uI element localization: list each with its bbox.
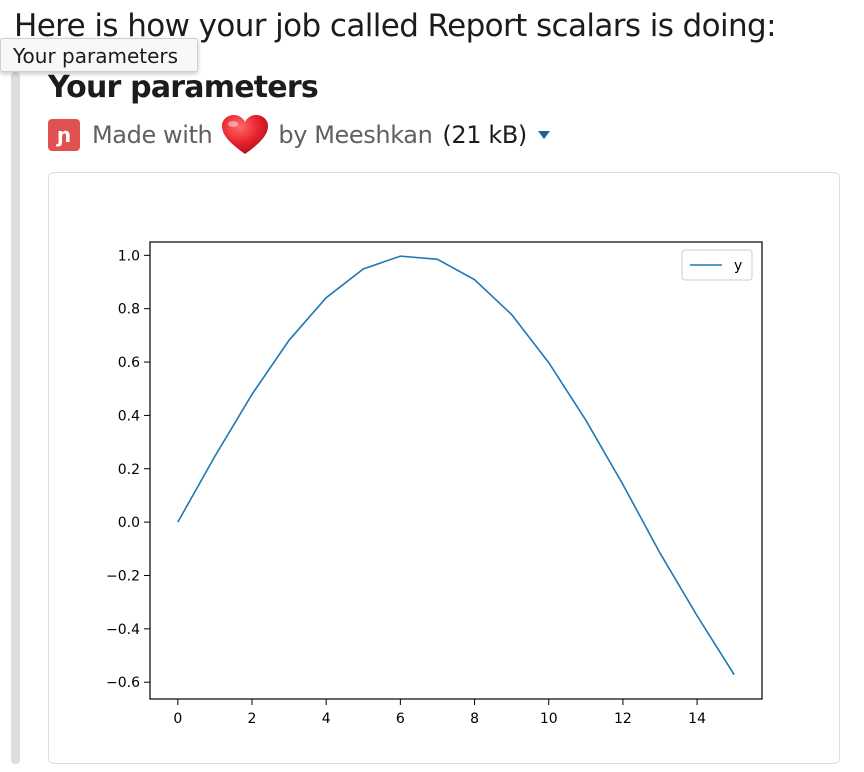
app-logo-icon[interactable]: ɲ xyxy=(48,119,80,151)
legend-label: y xyxy=(734,258,742,274)
y-tick-label: −0.4 xyxy=(106,622,140,638)
series-line xyxy=(177,255,735,676)
tooltip: Your parameters xyxy=(0,38,198,72)
by-label[interactable]: by Meeshkan xyxy=(278,121,433,149)
x-tick-label: 4 xyxy=(322,711,331,727)
y-tick-label: −0.6 xyxy=(106,675,140,691)
plot-frame xyxy=(149,241,763,700)
file-size: (21 kB) xyxy=(442,121,527,149)
x-tick-label: 10 xyxy=(540,711,558,727)
made-with-label: Made with xyxy=(92,121,213,149)
line-chart: −0.6 −0.4 −0.2 0.0 0.2 0.4 0.6 0.8 1.0 0 2 4 6 8 10 12 1… xyxy=(106,241,763,727)
caret-down-icon[interactable] xyxy=(537,130,551,140)
y-tick-label: 0.8 xyxy=(118,302,140,318)
x-tick-label: 0 xyxy=(173,711,182,727)
y-tick-label: 0.2 xyxy=(118,462,140,478)
y-tick-label: 0.0 xyxy=(118,515,140,531)
heart-icon xyxy=(222,115,269,154)
y-tick-label: 1.0 xyxy=(118,248,140,264)
chart-image-frame[interactable]: −0.6 −0.4 −0.2 0.0 0.2 0.4 0.6 0.8 1.0 0 2 4 6 8 10 12 1… xyxy=(48,172,840,764)
attachment-title[interactable]: Your parameters xyxy=(48,70,319,105)
y-tick-label: 0.4 xyxy=(118,408,140,424)
x-tick-label: 12 xyxy=(614,711,632,727)
x-tick-label: 2 xyxy=(248,711,257,727)
attachment-bar xyxy=(11,72,20,764)
x-tick-label: 8 xyxy=(470,711,479,727)
y-tick-label: −0.2 xyxy=(106,568,140,584)
x-tick-label: 6 xyxy=(396,711,405,727)
attachment-footer: ɲ Made with by Meeshkan (21 kB) xyxy=(48,114,551,156)
x-tick-label: 14 xyxy=(688,711,706,727)
y-tick-label: 0.6 xyxy=(118,355,140,371)
